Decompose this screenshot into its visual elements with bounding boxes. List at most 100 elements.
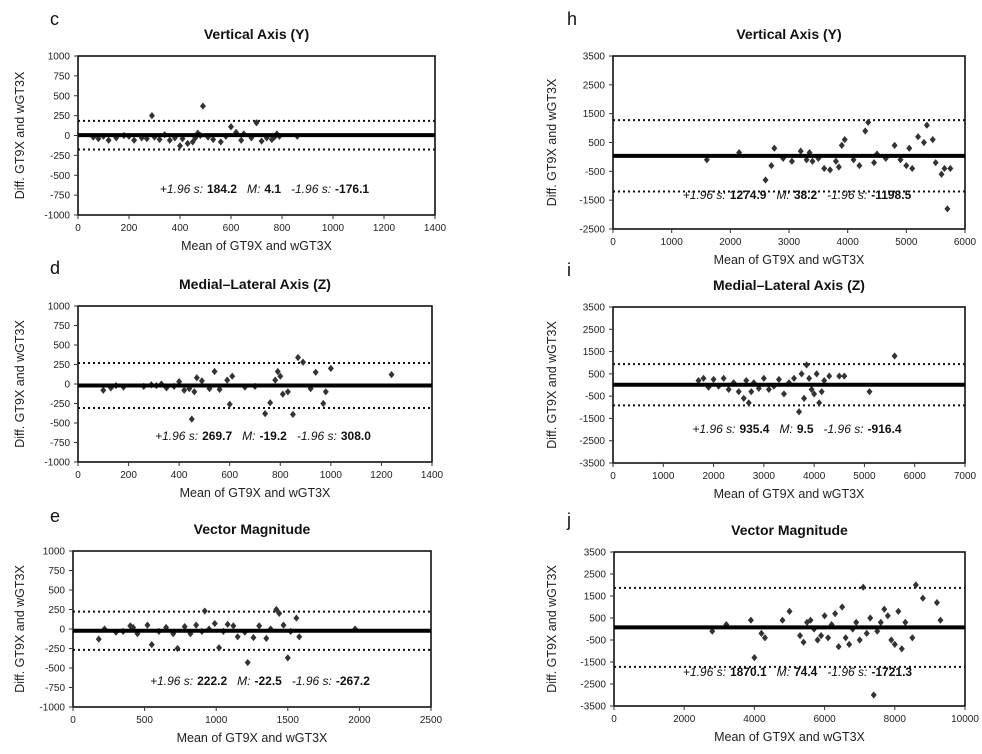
mean-value: 9.5 (797, 422, 814, 436)
y-tick-label: -500 (586, 636, 606, 647)
data-point (226, 400, 233, 408)
chart-title: Medial–Lateral Axis (Z) (713, 277, 865, 293)
y-tick-label: -750 (50, 191, 70, 202)
y-tick-label: 250 (48, 605, 65, 616)
data-point (131, 136, 138, 144)
x-tick-label: 5000 (853, 471, 876, 482)
data-point (870, 691, 877, 699)
data-point (748, 388, 755, 396)
y-tick-label: -750 (45, 683, 65, 694)
y-tick-label: -2500 (580, 680, 606, 691)
data-point (765, 385, 772, 394)
data-point (912, 581, 919, 589)
data-point (747, 616, 754, 624)
data-point (725, 385, 732, 394)
data-point (796, 408, 803, 416)
data-point (700, 374, 707, 382)
chart-title: Vertical Axis (Y) (204, 26, 309, 42)
data-point (806, 374, 813, 382)
data-point (284, 388, 291, 396)
stats-annotation: +1.96 s: 269.7 M: -19.2 -1.96 s: 308.0 (155, 429, 371, 443)
y-tick-label: -1500 (579, 196, 605, 207)
data-point (280, 621, 287, 629)
panel-letter: d (50, 258, 60, 278)
data-point (841, 136, 848, 144)
data-point (176, 378, 183, 386)
data-point (856, 161, 863, 170)
data-point (856, 636, 863, 644)
data-point (274, 367, 281, 376)
y-tick-label: -500 (585, 392, 605, 403)
x-tick-label: 1000 (205, 715, 228, 726)
upper-limit-value: 1274.9 (730, 188, 767, 202)
mean-label: M: (779, 422, 792, 436)
x-tick-label: 1200 (373, 223, 396, 234)
data-point (860, 583, 867, 591)
y-tick-label: -2500 (579, 436, 605, 447)
lower-limit-label: -1.96 s: (291, 182, 331, 196)
chart-title: Vector Magnitude (731, 522, 848, 538)
upper-limit-label: +1.96 s: (692, 422, 735, 436)
x-tick-label: 0 (70, 715, 76, 726)
x-tick-label: 400 (171, 470, 188, 481)
data-point (294, 353, 301, 362)
x-axis-label: Mean of GT9X and wGT3X (180, 486, 331, 500)
data-point (217, 138, 224, 146)
data-point (821, 376, 828, 385)
data-point (898, 645, 905, 653)
y-tick-label: 500 (588, 138, 605, 149)
data-point (320, 399, 327, 408)
data-point (835, 643, 842, 651)
data-point (224, 620, 231, 628)
mean-value: 74.4 (794, 665, 818, 679)
x-tick-label: 0 (611, 714, 617, 725)
data-point (832, 610, 839, 618)
data-point (262, 410, 269, 418)
data-point (818, 388, 825, 396)
data-point (107, 384, 114, 392)
x-tick-label: 2500 (420, 715, 443, 726)
data-point (211, 367, 218, 376)
lower-limit-value: -1721.3 (871, 665, 912, 679)
data-point (229, 372, 236, 380)
y-tick-label: 250 (53, 111, 70, 122)
lower-limit-label: -1.96 s: (292, 674, 332, 688)
y-axis-label: Diff. GT9X and wGT3X (13, 320, 27, 448)
y-tick-label: -250 (45, 644, 65, 655)
lower-limit-value: -176.1 (335, 182, 369, 196)
data-point (758, 629, 765, 637)
x-tick-label: 800 (274, 223, 291, 234)
data-point (797, 147, 804, 155)
y-tick-label: 500 (48, 586, 65, 597)
data-point (800, 638, 807, 646)
data-point (826, 372, 833, 380)
lower-limit-value: -267.2 (336, 674, 370, 688)
plot-frame (612, 55, 966, 230)
lower-limit-value: 308.0 (341, 429, 371, 443)
data-point (903, 161, 910, 170)
data-point (703, 156, 710, 164)
data-point (388, 371, 395, 379)
data-point (181, 623, 188, 631)
upper-limit-value: 1870.1 (730, 665, 767, 679)
y-tick-label: -500 (585, 167, 605, 178)
chart-title: Medial–Lateral Axis (Z) (179, 276, 331, 292)
data-point (836, 372, 843, 380)
y-tick-label: -500 (50, 419, 70, 430)
x-tick-label: 1000 (322, 223, 345, 234)
data-point (267, 399, 274, 407)
data-point (923, 121, 930, 129)
y-tick-label: 2500 (583, 80, 606, 91)
data-point (906, 144, 913, 152)
y-tick-label: 1000 (48, 302, 71, 313)
data-point (191, 388, 198, 396)
y-tick-label: 500 (588, 369, 605, 380)
x-tick-label: 1000 (320, 470, 343, 481)
y-tick-label: 1500 (583, 347, 606, 358)
data-point (210, 135, 217, 144)
x-tick-label: 400 (172, 223, 189, 234)
data-point (276, 609, 283, 617)
upper-limit-label: +1.96 s: (155, 429, 198, 443)
data-point (871, 159, 878, 167)
